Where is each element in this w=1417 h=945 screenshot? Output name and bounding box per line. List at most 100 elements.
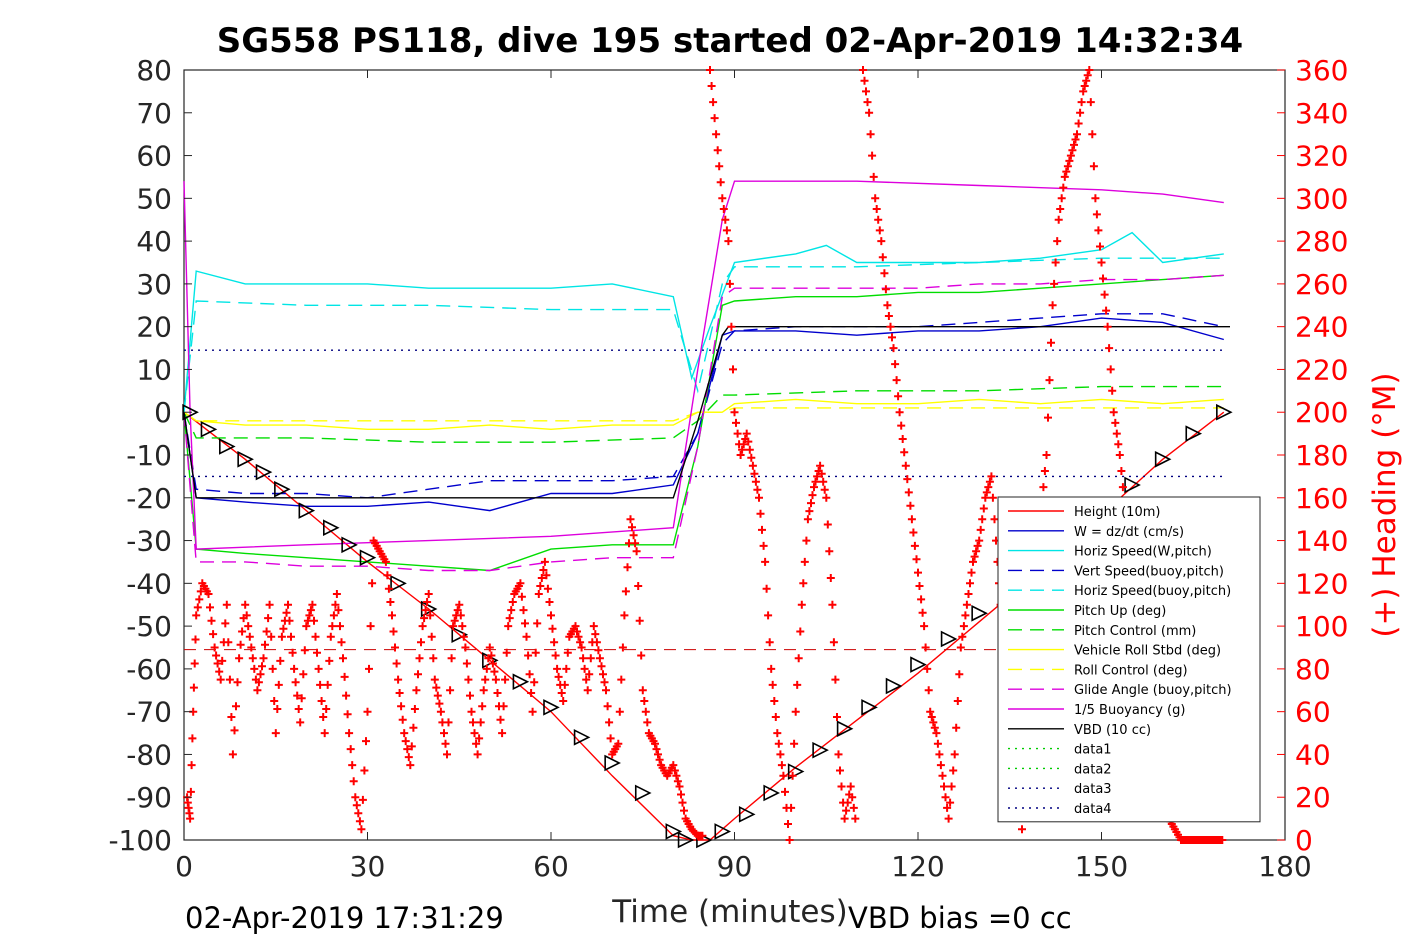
series-line-4 bbox=[183, 257, 1224, 413]
legend-entry: data3 bbox=[1074, 782, 1112, 797]
right-tick-label: 280 bbox=[1295, 225, 1348, 258]
series-line-11 bbox=[183, 326, 1230, 499]
y-tick-label: 0 bbox=[154, 396, 172, 429]
legend-entry: data1 bbox=[1074, 743, 1112, 758]
legend-entry: data4 bbox=[1074, 802, 1112, 817]
y-tick-label: -70 bbox=[126, 696, 172, 729]
legend-entry: data2 bbox=[1074, 762, 1112, 777]
series-layer bbox=[183, 180, 1230, 841]
series-line-8 bbox=[183, 407, 1224, 422]
depth-marker bbox=[738, 806, 756, 823]
legend-entry: VBD (10 cc) bbox=[1074, 723, 1151, 738]
depth-marker bbox=[677, 831, 695, 849]
series-line-10 bbox=[183, 180, 1224, 550]
right-tick-label: 120 bbox=[1295, 567, 1348, 600]
depth-marker bbox=[182, 403, 199, 421]
depth-marker bbox=[274, 480, 291, 498]
depth-marker bbox=[763, 784, 780, 802]
right-tick-label: 20 bbox=[1295, 781, 1331, 814]
right-tick-label: 340 bbox=[1295, 97, 1348, 130]
x-tick-label: 180 bbox=[1258, 850, 1311, 883]
right-axis-label: (+) Heading (°M) bbox=[1367, 372, 1403, 637]
right-tick-label: 240 bbox=[1295, 311, 1348, 344]
y-tick-label: -80 bbox=[126, 738, 172, 771]
depth-marker bbox=[940, 630, 958, 648]
depth-marker bbox=[298, 502, 316, 519]
x-tick-label: 120 bbox=[891, 850, 944, 883]
depth-marker bbox=[200, 421, 218, 438]
depth-marker bbox=[219, 438, 236, 455]
legend-entry: Horiz Speed(W,pitch) bbox=[1074, 545, 1212, 560]
right-tick-label: 320 bbox=[1295, 140, 1348, 173]
y-tick-label: -50 bbox=[126, 610, 172, 643]
legend-entry: Height (10m) bbox=[1074, 505, 1160, 520]
depth-marker bbox=[323, 519, 340, 537]
x-tick-label: 150 bbox=[1075, 850, 1128, 883]
legend-entry: Vehicle Roll Stbd (deg) bbox=[1074, 644, 1221, 659]
y-tick-label: -100 bbox=[108, 824, 172, 857]
depth-marker bbox=[573, 729, 591, 746]
depth-marker bbox=[836, 720, 854, 738]
legend-entry: Pitch Control (mm) bbox=[1074, 624, 1196, 639]
right-tick-label: 80 bbox=[1295, 653, 1331, 686]
legend-entry: 1/5 Buoyancy (g) bbox=[1074, 703, 1185, 718]
y-tick-label: 10 bbox=[136, 353, 172, 386]
right-tick-label: 40 bbox=[1295, 738, 1331, 771]
series-line-3 bbox=[183, 313, 1224, 499]
y-tick-label: -10 bbox=[126, 439, 172, 472]
depth-marker bbox=[1216, 403, 1233, 421]
depth-marker bbox=[812, 741, 829, 759]
legend-entry: Pitch Up (deg) bbox=[1074, 604, 1166, 619]
depth-marker bbox=[359, 549, 377, 566]
x-tick-label: 60 bbox=[533, 850, 569, 883]
right-tick-label: 200 bbox=[1295, 396, 1348, 429]
depth-marker bbox=[543, 699, 560, 716]
right-tick-label: 300 bbox=[1295, 182, 1348, 215]
series-line-9 bbox=[183, 274, 1224, 572]
series-line-2 bbox=[183, 231, 1224, 413]
right-tick-label: 180 bbox=[1295, 439, 1348, 472]
axis-layer: 0 30 60 90 120 150 18080706050403020100-10-20-… bbox=[108, 54, 1348, 883]
depth-marker bbox=[971, 604, 988, 622]
series-line-5 bbox=[183, 274, 1224, 572]
footer-timestamp: 02-Apr-2019 17:31:29 bbox=[185, 901, 504, 935]
depth-marker bbox=[910, 656, 927, 673]
depth-marker bbox=[341, 536, 358, 554]
depth-marker bbox=[255, 463, 273, 481]
depth-marker bbox=[1124, 476, 1141, 494]
footer-vbd-bias: VBD bias =0 cc bbox=[848, 901, 1072, 935]
right-tick-label: 160 bbox=[1295, 482, 1348, 515]
right-tick-label: 220 bbox=[1295, 353, 1348, 386]
y-tick-label: 30 bbox=[136, 268, 172, 301]
y-tick-label: 70 bbox=[136, 97, 172, 130]
x-tick-label: 30 bbox=[350, 850, 386, 883]
x-axis-label: Time (minutes) bbox=[611, 894, 847, 930]
y-tick-label: -60 bbox=[126, 653, 172, 686]
x-tick-label: 90 bbox=[717, 850, 753, 883]
depth-marker bbox=[512, 673, 530, 691]
marker-layer bbox=[182, 403, 1233, 849]
y-tick-label: 20 bbox=[136, 311, 172, 344]
depth-marker bbox=[390, 575, 407, 592]
right-tick-label: 0 bbox=[1295, 824, 1313, 857]
depth-marker bbox=[714, 823, 732, 840]
depth-marker bbox=[1154, 450, 1172, 468]
depth-marker bbox=[451, 626, 469, 643]
right-tick-label: 100 bbox=[1295, 610, 1348, 643]
depth-marker bbox=[665, 823, 683, 840]
y-tick-label: 50 bbox=[136, 182, 172, 215]
y-tick-label: -30 bbox=[126, 525, 172, 558]
depth-marker bbox=[634, 784, 652, 802]
y-tick-label: 60 bbox=[136, 140, 172, 173]
right-tick-label: 60 bbox=[1295, 696, 1331, 729]
depth-marker bbox=[237, 450, 254, 468]
legend-entry: Horiz Speed(buoy,pitch) bbox=[1074, 584, 1231, 599]
legend-entry: Roll Control (deg) bbox=[1074, 663, 1188, 678]
y-tick-label: -90 bbox=[126, 781, 172, 814]
depth-marker bbox=[1185, 425, 1203, 442]
depth-marker bbox=[420, 600, 438, 618]
y-tick-label: 80 bbox=[136, 54, 172, 87]
legend-entry: Vert Speed(buoy,pitch) bbox=[1074, 564, 1224, 579]
y-tick-label: 40 bbox=[136, 225, 172, 258]
